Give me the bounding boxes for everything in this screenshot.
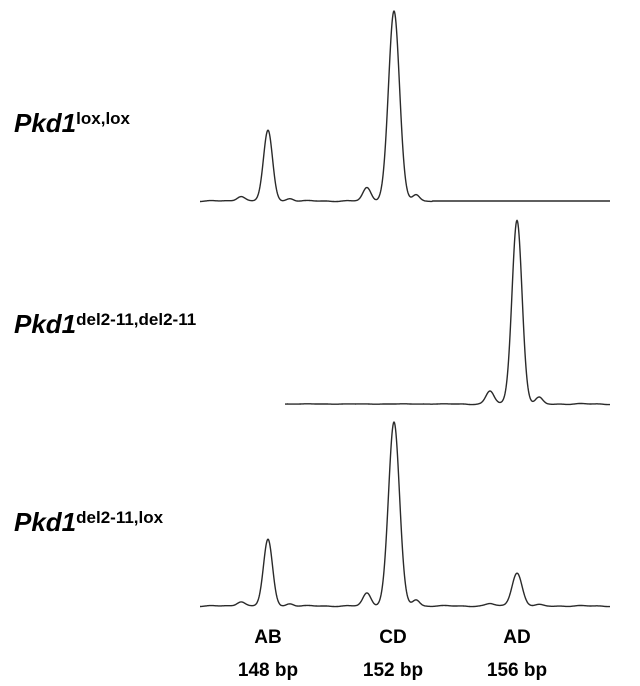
trace-label-3: Pkd1del2-11,lox	[14, 507, 163, 538]
peak-name-cd: CD	[379, 627, 407, 648]
trace-line-1	[199, 10, 611, 203]
peak-name-ad: AD	[503, 627, 531, 648]
trace-label-2: Pkd1del2-11,del2-11	[14, 309, 196, 340]
gene-name-2: Pkd1	[14, 309, 77, 339]
gene-name-1: Pkd1	[14, 108, 77, 138]
peak-size-cd: 152 bp	[362, 660, 424, 681]
gene-name-3: Pkd1	[14, 507, 77, 537]
genotype-2: del2-11,del2-11	[76, 309, 197, 329]
trace-line-3	[199, 421, 611, 608]
trace-line-2	[284, 219, 611, 406]
genotype-1: lox,lox	[76, 108, 131, 128]
genotype-3: del2-11,lox	[76, 507, 164, 527]
trace-label-1: Pkd1lox,lox	[14, 108, 130, 139]
peak-size-ad: 156 bp	[486, 660, 548, 681]
peak-size-ab: 148 bp	[237, 660, 299, 681]
peak-name-ab: AB	[254, 627, 282, 648]
